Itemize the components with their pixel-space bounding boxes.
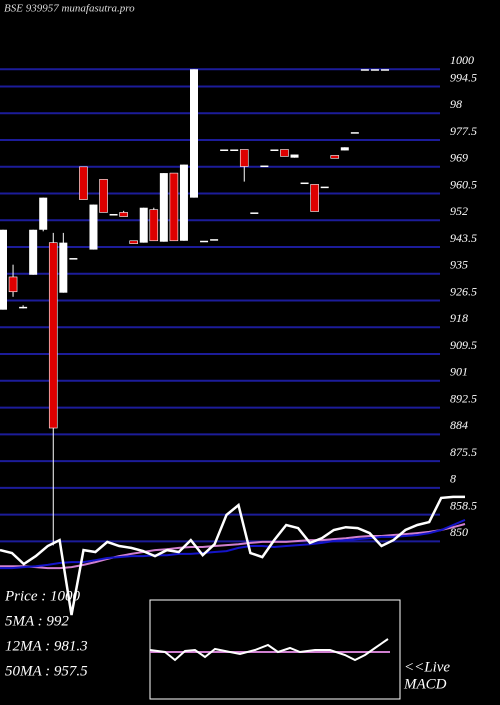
candle-body — [139, 207, 148, 243]
macd-box — [149, 599, 401, 700]
candle-body — [69, 258, 78, 260]
candle-body — [99, 179, 108, 213]
candle-body — [19, 306, 28, 309]
y-tick-label: 884 — [450, 418, 468, 432]
y-tick-label: 98 — [450, 97, 462, 111]
y-tick-label: 918 — [450, 311, 468, 325]
info-text: Price : 1000 — [4, 588, 80, 604]
y-tick-label: 8 — [450, 472, 456, 486]
candle-body — [200, 240, 209, 243]
y-tick-label: 977.5 — [450, 124, 477, 138]
candle-body — [290, 154, 299, 158]
macd-label: <<Live — [404, 659, 450, 675]
candle-body — [280, 149, 289, 157]
candle-body — [239, 149, 249, 167]
candle-body — [169, 172, 179, 242]
candle-body — [179, 164, 188, 241]
candle-body — [340, 147, 349, 151]
candle-body — [360, 69, 369, 71]
y-tick-label: 909.5 — [450, 338, 477, 352]
candle-body — [59, 242, 68, 293]
candle-body — [48, 242, 58, 429]
candle-body — [190, 69, 198, 198]
candle-body — [119, 212, 128, 217]
y-tick-label: 952 — [450, 204, 468, 218]
candle-body — [350, 132, 359, 134]
y-tick-label: 994.5 — [450, 70, 477, 84]
y-tick-label: 858.5 — [450, 498, 477, 512]
info-text: 50MA : 957.5 — [5, 663, 88, 679]
candle-body — [310, 184, 319, 212]
candle-body — [0, 229, 7, 310]
candle-body — [159, 173, 168, 242]
y-tick-label: 875.5 — [450, 445, 477, 459]
candle-body — [260, 165, 269, 168]
candle-body — [300, 182, 309, 185]
ma-line — [0, 495, 465, 616]
candle-body — [330, 155, 340, 159]
candle-body — [39, 197, 48, 230]
info-text: 5MA : 992 — [5, 613, 69, 629]
candle-body — [89, 204, 98, 250]
candle-body — [381, 69, 389, 71]
candle-body — [129, 240, 138, 244]
macd-panel — [149, 599, 401, 700]
candle-body — [149, 209, 159, 242]
y-tick-label: 901 — [450, 365, 468, 379]
ma-line — [0, 523, 466, 570]
y-tick-label: 850 — [450, 525, 468, 539]
chart-title: BSE 939957 munafasutra.pro — [4, 3, 135, 15]
info-text: 12MA : 981.3 — [5, 638, 88, 654]
y-tick-label: 1000 — [450, 53, 474, 67]
candle-body — [109, 214, 118, 216]
macd-label: MACD — [403, 676, 447, 692]
y-tick-label: 935 — [450, 258, 468, 272]
ma-line — [0, 518, 466, 570]
candle-body — [29, 229, 38, 275]
candle-body — [210, 239, 219, 241]
y-tick-label: 892.5 — [450, 391, 477, 405]
candle-body — [250, 212, 259, 214]
candle-body — [220, 149, 229, 151]
candle-body — [320, 186, 329, 189]
candle-body — [270, 149, 279, 151]
y-tick-label: 943.5 — [450, 231, 477, 245]
candle-body — [79, 166, 88, 200]
candle-body — [8, 276, 18, 293]
y-tick-label: 960.5 — [450, 177, 477, 191]
candle-body — [230, 149, 239, 151]
candle-body — [370, 69, 379, 71]
macd-line — [149, 638, 389, 662]
y-tick-label: 926.5 — [450, 284, 477, 298]
y-tick-label: 969 — [450, 151, 468, 165]
